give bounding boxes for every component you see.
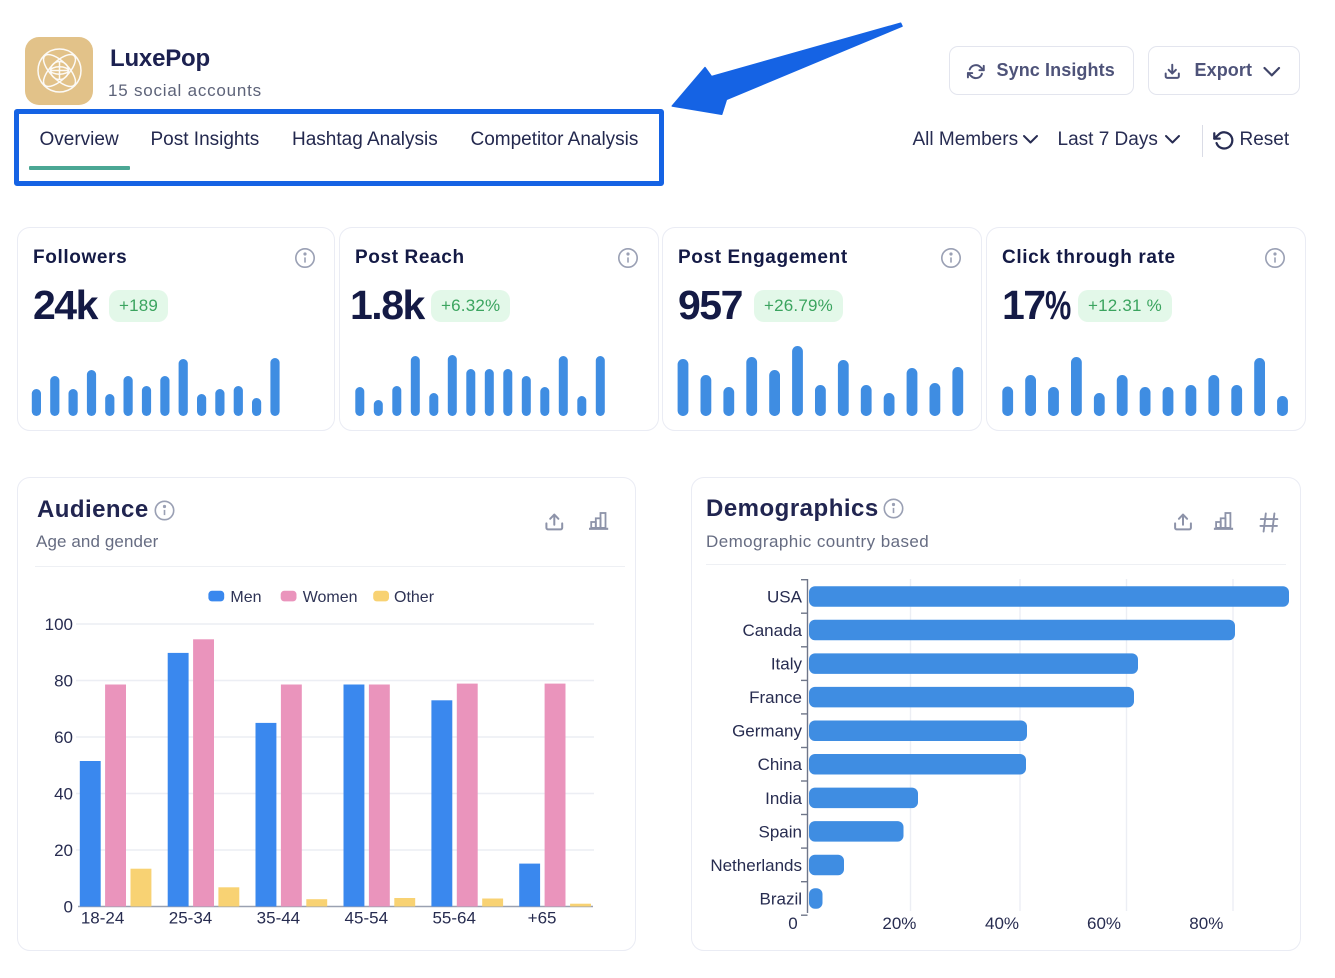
svg-text:60%: 60% (1087, 914, 1121, 933)
svg-text:55-64: 55-64 (432, 909, 475, 928)
svg-text:25-34: 25-34 (169, 909, 212, 928)
svg-text:China: China (758, 755, 803, 774)
svg-text:40%: 40% (985, 914, 1019, 933)
svg-text:Men: Men (230, 589, 261, 606)
svg-text:Women: Women (303, 589, 358, 606)
svg-text:80%: 80% (1189, 914, 1223, 933)
svg-text:India: India (765, 789, 802, 808)
svg-text:+65: +65 (528, 909, 557, 928)
svg-text:0: 0 (788, 914, 797, 933)
svg-text:60: 60 (54, 728, 73, 747)
svg-text:0: 0 (64, 898, 73, 917)
svg-text:Canada: Canada (742, 621, 802, 640)
svg-text:Italy: Italy (771, 655, 803, 674)
svg-text:45-54: 45-54 (345, 909, 388, 928)
svg-text:18-24: 18-24 (81, 909, 124, 928)
svg-text:Other: Other (394, 589, 435, 606)
svg-text:USA: USA (767, 588, 803, 607)
svg-text:Netherlands: Netherlands (710, 856, 802, 875)
svg-text:20%: 20% (882, 914, 916, 933)
svg-text:Spain: Spain (759, 822, 802, 841)
svg-text:80: 80 (54, 672, 73, 691)
svg-text:100: 100 (45, 615, 73, 634)
svg-text:Germany: Germany (732, 722, 802, 741)
svg-text:20: 20 (54, 841, 73, 860)
svg-text:35-44: 35-44 (257, 909, 300, 928)
svg-text:Brazil: Brazil (759, 890, 802, 909)
svg-text:40: 40 (54, 785, 73, 804)
svg-text:France: France (749, 688, 802, 707)
